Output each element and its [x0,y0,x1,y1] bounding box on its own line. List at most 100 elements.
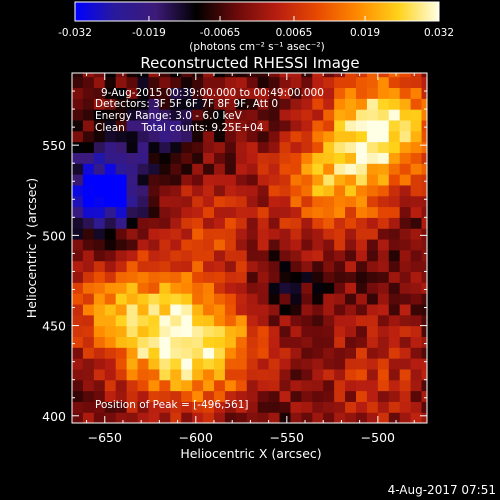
heatmap-cell [356,314,368,327]
heatmap-cell [93,260,106,273]
heatmap-cell [203,303,215,316]
heatmap-cell [224,217,237,229]
heatmap-cell [137,401,150,413]
heatmap-cell [356,206,368,218]
heatmap-cell [366,228,379,240]
heatmap-cell [235,119,248,132]
heatmap-cell [235,228,248,240]
heatmap-cell [246,174,259,186]
heatmap-cell [72,314,84,327]
heatmap-cell [148,152,160,164]
heatmap-cell [388,347,401,359]
heatmap-cell [192,130,204,143]
heatmap-cell [93,390,106,402]
heatmap-cell [181,228,193,240]
heatmap-cell [159,347,171,359]
heatmap-cell [312,390,324,402]
heatmap-cell [334,260,346,273]
heatmap-cell [279,314,292,327]
heatmap-cell [181,379,193,392]
heatmap-cell [82,206,95,218]
heatmap-cell [421,76,427,89]
heatmap-cell [181,412,193,423]
heatmap-cell [137,325,150,338]
heatmap-cell [366,347,379,359]
heatmap-cell [148,238,160,251]
heatmap-cell [115,152,128,164]
heatmap-cell [279,163,292,175]
heatmap-cell [126,119,139,132]
heatmap-cell [148,109,160,121]
heatmap-cell [126,390,139,402]
heatmap-cell [377,271,390,283]
heatmap-cell [334,336,346,348]
heatmap-cell [104,282,117,294]
heatmap-cell [203,76,215,89]
heatmap-cell [421,249,427,262]
heatmap-cell [93,195,106,208]
heatmap-cell [312,141,324,153]
heatmap-cell [279,368,292,381]
heatmap-cell [377,217,390,229]
heatmap-cell [148,368,160,381]
heatmap-cell [279,390,292,402]
heatmap-cell [257,282,270,294]
heatmap-cell [290,73,302,78]
heatmap-cell [410,163,423,175]
heatmap-cell [421,282,427,294]
heatmap-cell [72,249,84,262]
heatmap-cell [235,184,248,197]
heatmap-cell [290,271,302,283]
heatmap-cell [126,73,139,78]
heatmap-cell [268,217,281,229]
heatmap-cell [235,412,248,423]
heatmap-cell [137,412,150,423]
heatmap-cell [93,293,106,305]
heatmap-cell [148,260,160,273]
heatmap-cell [214,141,226,153]
heatmap-cell [224,163,237,175]
heatmap-cell [257,368,270,381]
heatmap-cell [345,228,357,240]
heatmap-cell [399,347,412,359]
heatmap-cell [214,163,226,175]
heatmap-cell [356,163,368,175]
heatmap-cell [235,368,248,381]
heatmap-cell [301,163,313,175]
heatmap-cell [214,293,226,305]
heatmap-cell [410,303,423,316]
heatmap-cell [301,98,313,110]
heatmap-cell [257,130,270,143]
heatmap-cell [235,260,248,273]
heatmap-cell [399,195,412,208]
heatmap-cell [268,401,281,413]
heatmap-cell [82,217,95,229]
heatmap-cell [137,109,150,121]
heatmap-cell [312,358,324,370]
heatmap-cell [301,141,313,153]
heatmap-cell [159,206,171,218]
heatmap-cell [214,368,226,381]
heatmap-cell [224,379,237,392]
heatmap-cell [268,228,281,240]
heatmap-cell [72,336,84,348]
heatmap-cell [323,141,335,153]
heatmap-cell [181,76,193,89]
heatmap-cell [137,336,150,348]
heatmap-cell [356,184,368,197]
heatmap-cell [257,325,270,338]
heatmap-cell [235,347,248,359]
heatmap-cell [312,163,324,175]
heatmap-cell [214,98,226,110]
heatmap-cell [170,109,182,121]
heatmap-cell [334,249,346,262]
heatmap-cell [93,368,106,381]
heatmap-cell [126,271,139,283]
heatmap-cell [126,76,139,89]
heatmap-cell [72,379,84,392]
heatmap-cell [388,390,401,402]
heatmap-cell [148,195,160,208]
heatmap-cell [334,271,346,283]
heatmap-cell [257,195,270,208]
heatmap-cell [268,347,281,359]
